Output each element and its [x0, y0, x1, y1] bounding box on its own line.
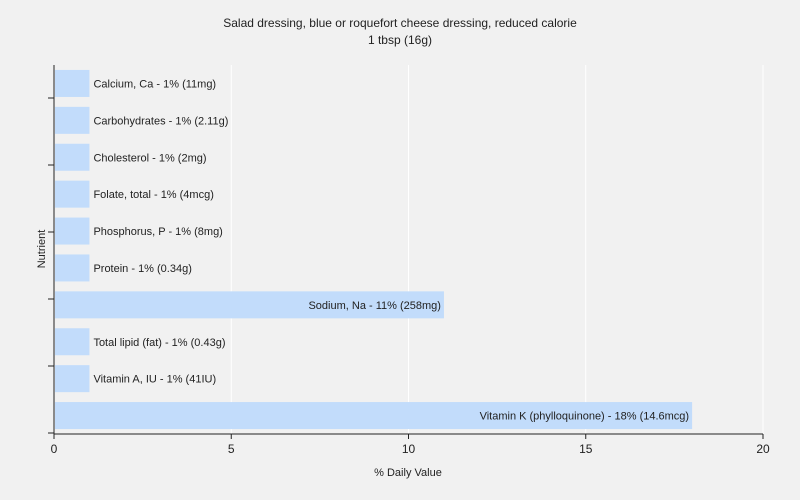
x-tick-label: 5 — [228, 442, 235, 456]
bar-label: Folate, total - 1% (4mcg) — [93, 189, 213, 201]
axes — [48, 65, 764, 439]
bar-label: Carbohydrates - 1% (2.11g) — [93, 115, 228, 127]
chart-title: Salad dressing, blue or roquefort cheese… — [223, 16, 577, 30]
bar-label: Cholesterol - 1% (2mg) — [93, 152, 206, 164]
bar-label: Protein - 1% (0.34g) — [93, 263, 191, 275]
bar — [55, 143, 90, 171]
bar-label: Sodium, Na - 11% (258mg) — [308, 300, 440, 312]
bar — [55, 402, 693, 430]
x-tick-label: 20 — [756, 442, 770, 456]
x-tick-label: 10 — [402, 442, 416, 456]
x-tick-labels: 0 5 10 15 20 — [51, 442, 770, 456]
bar — [55, 291, 444, 319]
bar — [55, 106, 90, 134]
bar-label: Calcium, Ca - 1% (11mg) — [93, 78, 216, 90]
bar-labels: Calcium, Ca - 1% (11mg) Carbohydrates - 1… — [93, 78, 689, 422]
bar — [55, 365, 90, 393]
bar-label: Vitamin K (phylloquinone) - 18% (14.6mcg… — [480, 411, 690, 423]
bar-label: Vitamin A, IU - 1% (41IU) — [93, 374, 216, 386]
bar — [55, 254, 90, 282]
y-axis-title: Nutrient — [36, 230, 48, 269]
bar — [55, 328, 90, 356]
x-axis-title: % Daily Value — [374, 467, 442, 479]
bar — [55, 217, 90, 245]
bar-label: Total lipid (fat) - 1% (0.43g) — [93, 337, 225, 349]
bar-label: Phosphorus, P - 1% (8mg) — [93, 226, 222, 238]
bars — [55, 69, 693, 430]
x-tick-label: 0 — [51, 442, 58, 456]
grid-lines — [230, 65, 764, 434]
x-tick-label: 15 — [579, 442, 593, 456]
bar — [55, 180, 90, 208]
bar — [55, 69, 90, 97]
chart-subtitle: 1 tbsp (16g) — [368, 33, 432, 47]
